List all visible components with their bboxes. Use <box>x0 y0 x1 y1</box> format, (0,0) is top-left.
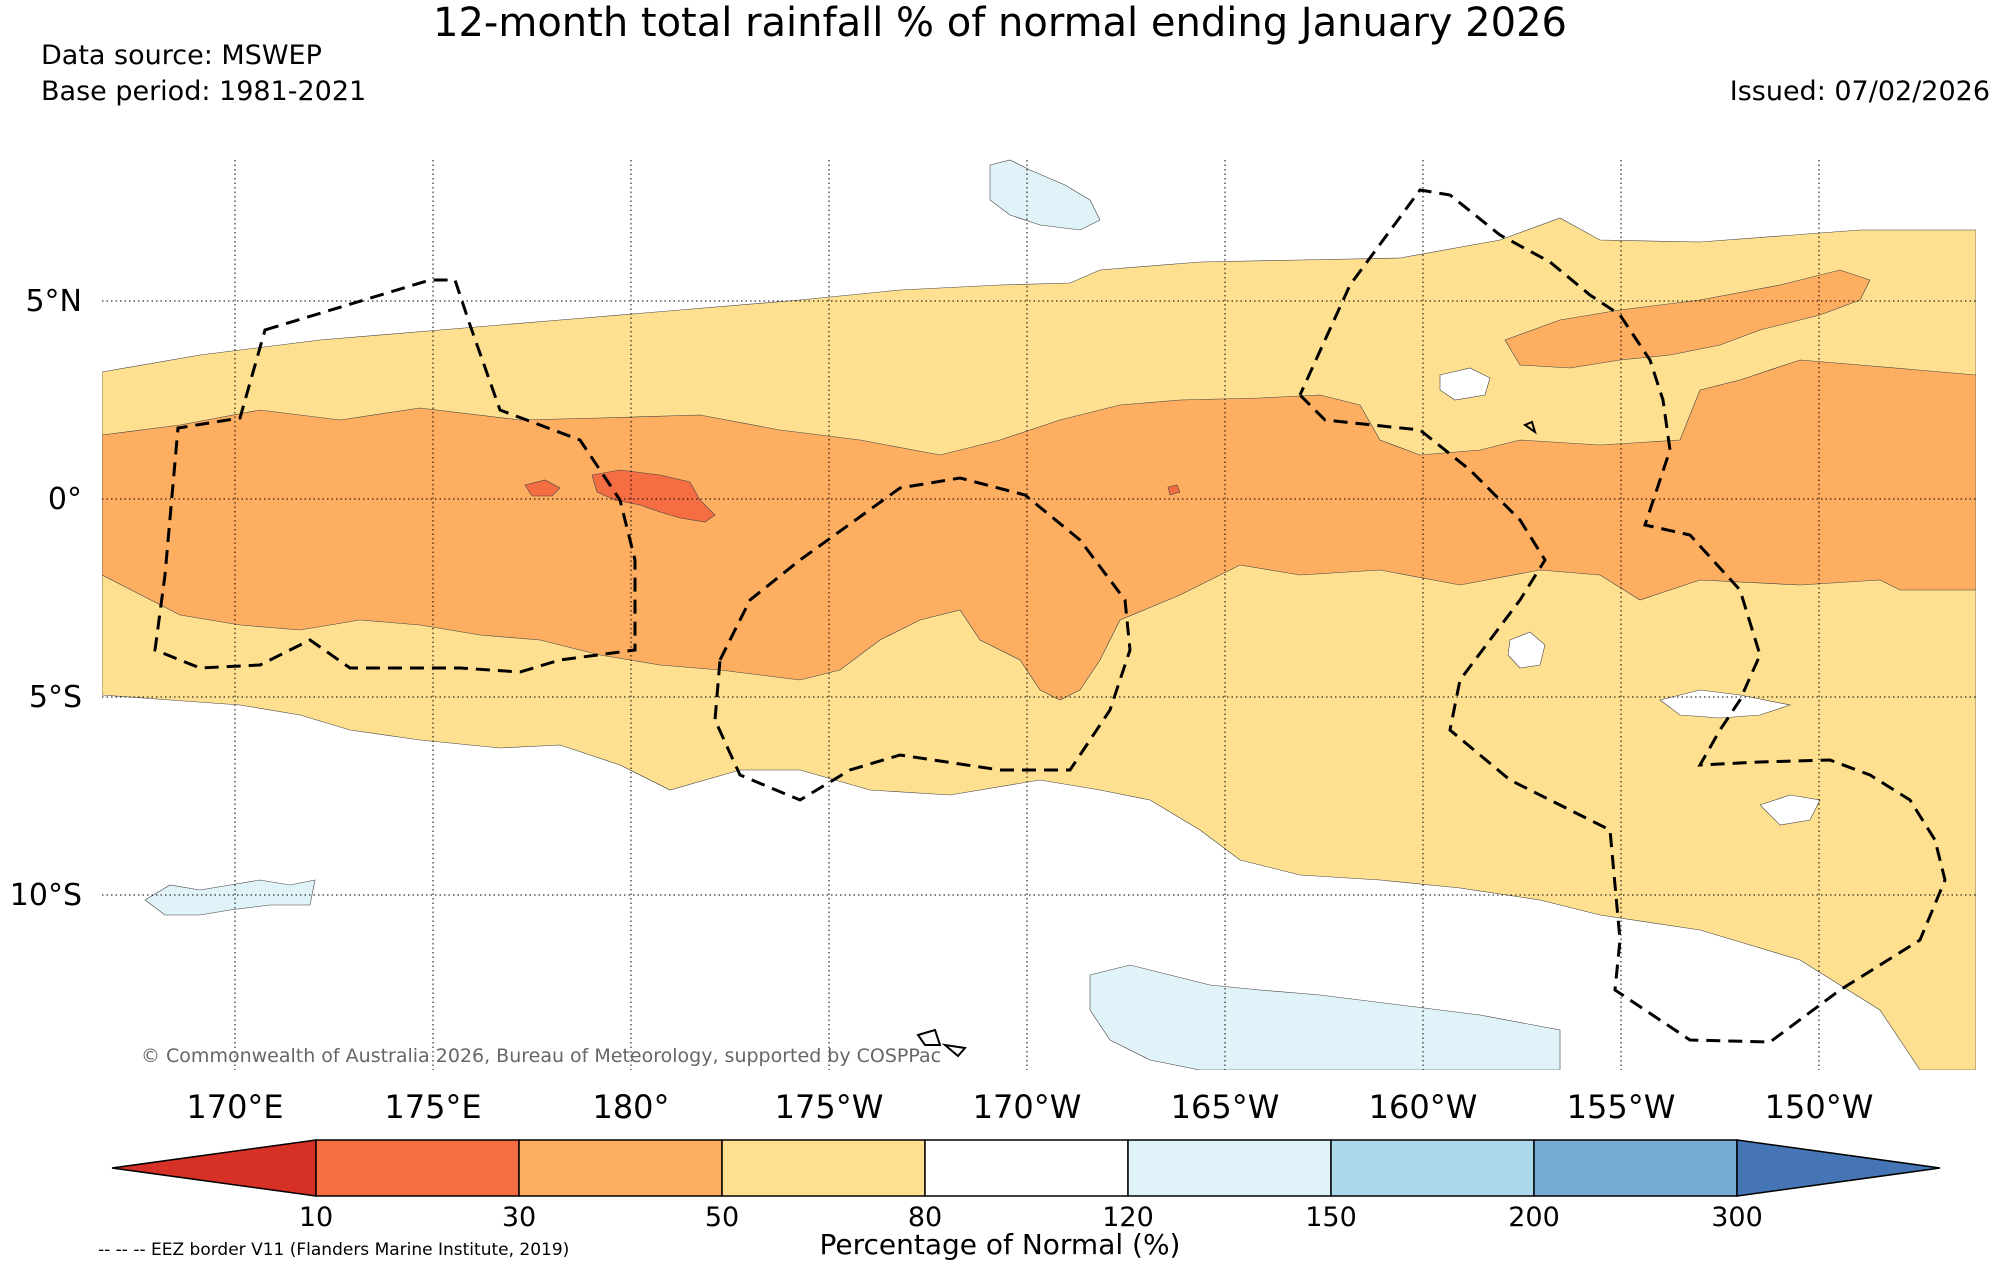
data-source: Data source: MSWEP <box>41 40 322 71</box>
region-80-120-b <box>1507 631 1546 669</box>
issued-date: Issued: 07/02/2026 <box>1729 76 1990 107</box>
colorbar-tick: 200 <box>1508 1202 1560 1233</box>
island-outline <box>941 1043 967 1058</box>
colorbar-extend-low <box>111 1139 317 1197</box>
colorbar-tick: 300 <box>1711 1202 1763 1233</box>
eez-border-kiribati-east <box>1298 188 1947 1044</box>
region-120-150-southwest <box>144 879 316 916</box>
eez-border-tokelau <box>713 476 1132 802</box>
colorbar-tick: 120 <box>1102 1202 1154 1233</box>
lon-label-160w: 160°W <box>1369 1088 1478 1126</box>
patch-10-30-dot <box>1167 484 1181 496</box>
colorbar <box>111 1139 1941 1197</box>
region-120-150-south <box>1089 964 1561 1070</box>
colorbar-segment-120-150 <box>1127 1139 1332 1197</box>
colorbar-tick: 50 <box>705 1202 739 1233</box>
colorbar-segment-200-300 <box>1533 1139 1738 1197</box>
island-outline <box>1522 420 1537 435</box>
island-outline <box>916 1028 942 1046</box>
base-period: Base period: 1981-2021 <box>41 76 367 107</box>
colorbar-segment-30-50 <box>518 1139 723 1197</box>
colorbar-tick: 80 <box>908 1202 942 1233</box>
colorbar-segment-80-120 <box>924 1139 1129 1197</box>
lon-label-180: 180° <box>592 1088 669 1126</box>
region-80-120-a <box>1439 367 1491 401</box>
lon-label-150w: 150°W <box>1765 1088 1874 1126</box>
lon-label-175w: 175°W <box>775 1088 884 1126</box>
colorbar-ticks: 10 30 50 80 120 150 200 300 <box>299 1202 1763 1233</box>
colorbar-tick: 30 <box>502 1202 536 1233</box>
colorbar-segment-150-200 <box>1330 1139 1535 1197</box>
graticule <box>102 160 1976 1070</box>
colorbar-label: Percentage of Normal (%) <box>819 1228 1181 1261</box>
lat-label-5n: 5°N <box>25 284 82 319</box>
eez-border-kiribati-west <box>153 278 637 674</box>
lat-label-10s: 10°S <box>10 878 82 913</box>
colorbar-segment-50-80 <box>721 1139 926 1197</box>
eez-legend-note: -- -- -- EEZ border V11 (Flanders Marine… <box>98 1240 570 1260</box>
map-title: 12-month total rainfall % of normal endi… <box>433 0 1567 46</box>
lon-label-170e: 170°E <box>186 1088 283 1126</box>
region-120-150-north <box>989 159 1101 231</box>
region-80-120-d <box>1759 794 1821 826</box>
colorbar-tick: 150 <box>1305 1202 1357 1233</box>
colorbar-segment-10-30 <box>315 1139 520 1197</box>
patch-30-50-north-east <box>1504 269 1871 369</box>
patch-10-30-main <box>591 469 716 523</box>
lat-label-5s: 5°S <box>29 680 82 715</box>
colorbar-extend-high <box>1736 1139 1941 1197</box>
lon-label-165w: 165°W <box>1171 1088 1280 1126</box>
copyright-credit: © Commonwealth of Australia 2026, Bureau… <box>141 1045 942 1067</box>
eez-borders <box>153 188 1947 1044</box>
colorbar-tick: 10 <box>299 1202 333 1233</box>
region-80-120-c <box>1659 689 1792 719</box>
lon-label-170w: 170°W <box>973 1088 1082 1126</box>
lon-label-175e: 175°E <box>384 1088 481 1126</box>
lon-label-155w: 155°W <box>1567 1088 1676 1126</box>
patch-10-30-small <box>524 479 561 497</box>
map-plot-area <box>102 159 1976 1070</box>
lat-label-0: 0° <box>48 482 82 517</box>
island-outlines <box>916 420 1537 1058</box>
